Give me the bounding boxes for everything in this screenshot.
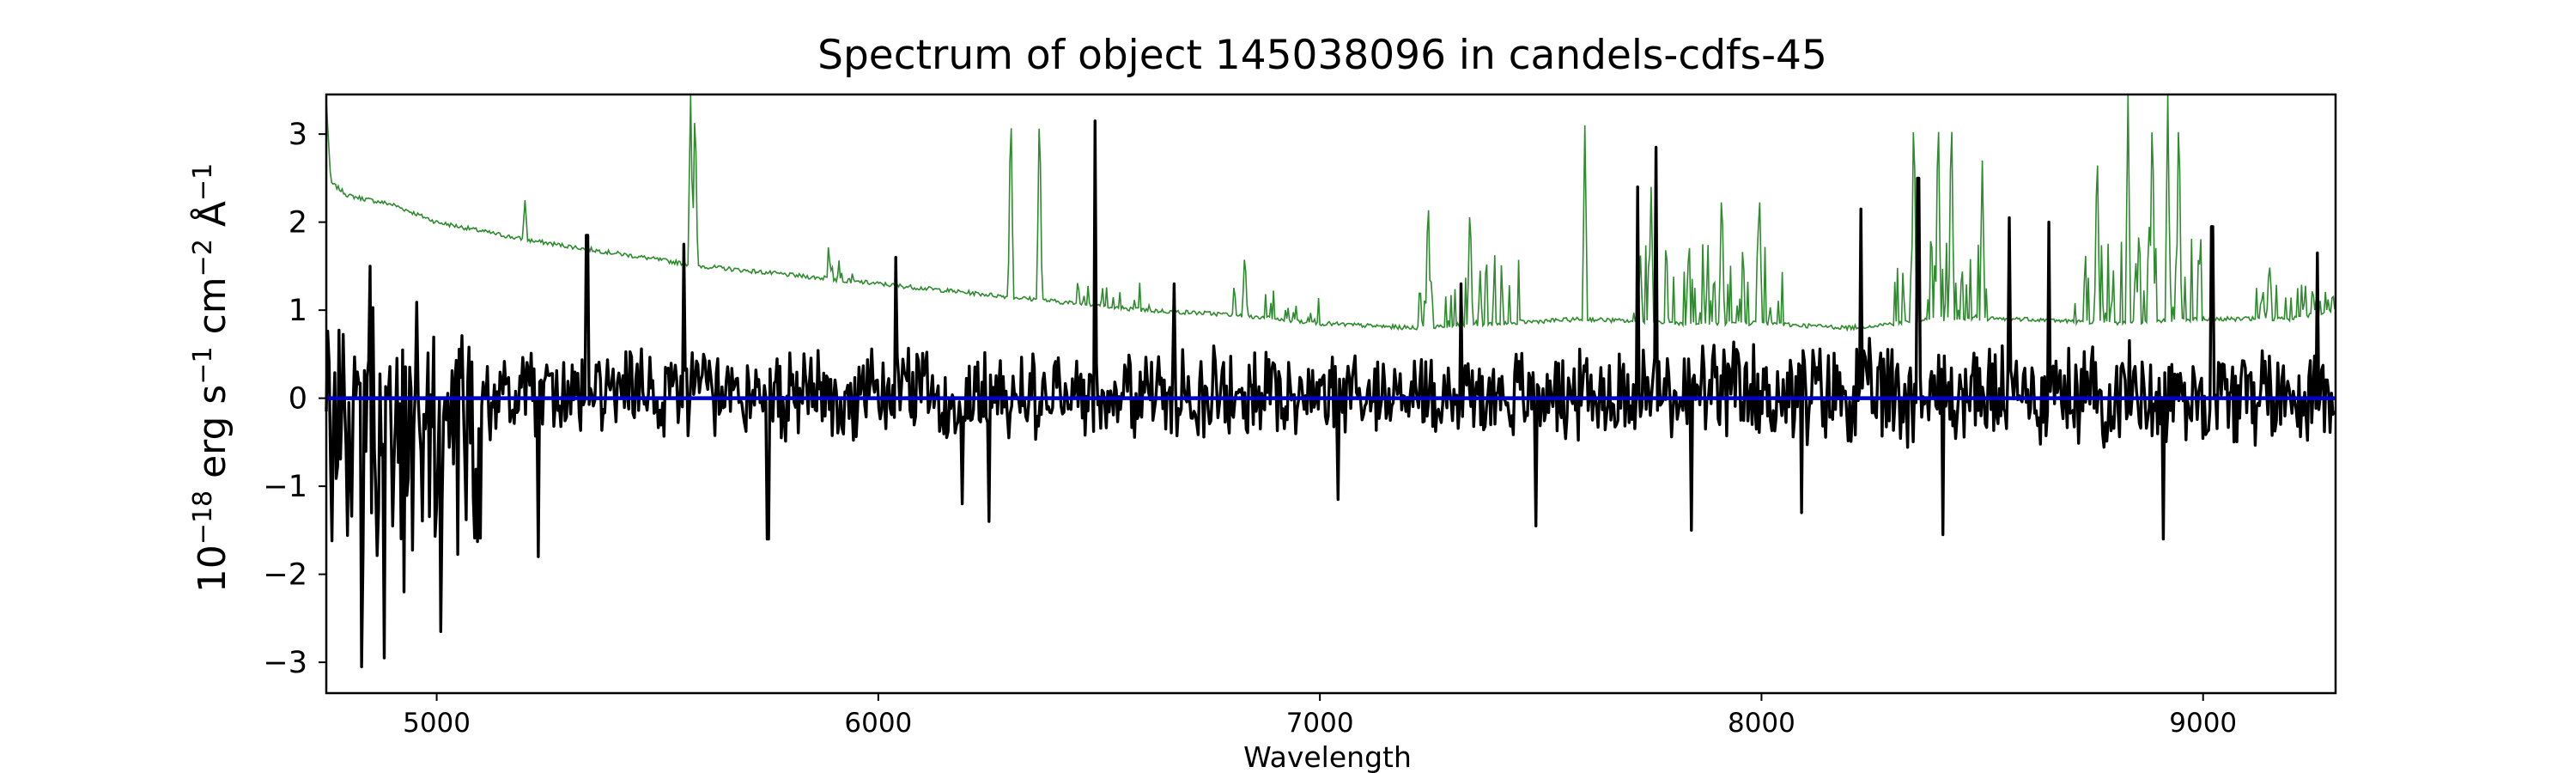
y-tick-label: −1 [263, 470, 307, 504]
y-tick-label: 1 [289, 294, 307, 328]
y-label-unit: 10 [191, 545, 234, 593]
y-label-exponent: −1 [188, 346, 218, 384]
y-tick-label: −2 [263, 558, 307, 593]
noise-spectrum-line [325, 94, 2336, 332]
y-label-unit: cm [191, 277, 234, 346]
x-tick-label: 9000 [2169, 708, 2237, 739]
x-tick-label: 5000 [403, 708, 471, 739]
y-axis-label: 10−18 erg s−1 cm−2 Å−1 [188, 163, 234, 593]
y-label-exponent: −2 [188, 239, 218, 277]
x-axis: 5000 6000 7000 8000 9000 [403, 693, 2237, 739]
y-tick-label: 2 [289, 206, 307, 240]
y-tick-label: 0 [289, 382, 307, 417]
y-label-unit: erg s [191, 385, 234, 490]
y-tick-label: −3 [263, 646, 307, 680]
y-axis: −3 −2 −1 0 1 2 3 [263, 118, 326, 680]
plot-frame [325, 93, 2337, 695]
x-axis-label: Wavelength [1243, 740, 1412, 773]
x-tick-label: 6000 [844, 708, 912, 739]
plot-area [325, 94, 2336, 668]
y-label-unit: Å [189, 201, 234, 239]
x-tick-label: 8000 [1728, 708, 1795, 739]
y-tick-label: 3 [289, 118, 307, 152]
y-label-exponent: −1 [188, 163, 218, 201]
flux-spectrum-line [325, 119, 2336, 668]
chart-title: Spectrum of object 145038096 in candels-… [817, 32, 1827, 79]
y-label-exponent: −18 [188, 490, 218, 545]
x-tick-label: 7000 [1286, 708, 1354, 739]
